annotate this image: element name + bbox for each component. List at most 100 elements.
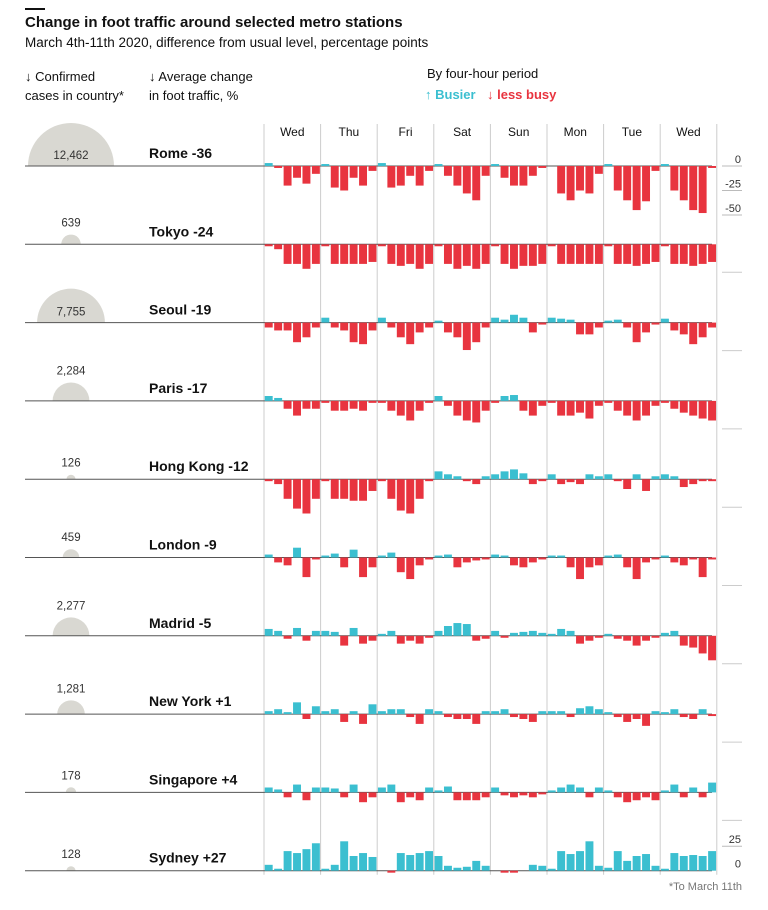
traffic-bar	[359, 166, 368, 186]
traffic-bar	[689, 166, 698, 211]
traffic-bar	[538, 632, 547, 636]
traffic-bar	[264, 554, 273, 558]
traffic-bar	[396, 853, 405, 871]
traffic-bar	[274, 166, 283, 168]
cases-semicircle	[66, 474, 76, 480]
traffic-bar	[594, 865, 603, 871]
traffic-bar	[425, 635, 434, 638]
traffic-bar	[425, 166, 434, 171]
traffic-bar	[453, 792, 462, 801]
traffic-bar	[481, 557, 490, 560]
traffic-bar	[613, 792, 622, 798]
traffic-bar	[330, 479, 339, 499]
traffic-bar	[632, 244, 641, 266]
traffic-bar	[415, 792, 424, 801]
traffic-bar	[604, 400, 613, 403]
traffic-bar	[330, 400, 339, 411]
traffic-bar	[340, 635, 349, 646]
traffic-bar	[406, 322, 415, 345]
traffic-bar	[491, 400, 500, 403]
traffic-bar	[613, 635, 622, 639]
traffic-bar	[264, 864, 273, 871]
traffic-bar	[651, 166, 660, 171]
traffic-bar	[557, 851, 566, 871]
traffic-bar	[576, 708, 584, 715]
traffic-bar	[632, 635, 641, 646]
traffic-bar	[302, 714, 311, 719]
traffic-bar	[538, 557, 547, 560]
traffic-bar	[708, 244, 717, 262]
traffic-bar	[604, 474, 613, 480]
traffic-bar	[698, 709, 707, 715]
legend-less-busy: ↓ less busy	[487, 87, 557, 102]
traffic-bar	[321, 400, 330, 403]
traffic-bar	[576, 322, 584, 335]
traffic-bar	[368, 244, 377, 262]
city-label: Seoul -19	[149, 302, 211, 318]
traffic-bar	[283, 712, 292, 715]
traffic-bar	[576, 400, 584, 413]
traffic-bar	[623, 166, 632, 201]
traffic-bar	[689, 714, 698, 719]
cases-label: 7,755	[57, 307, 86, 319]
traffic-bar	[528, 792, 537, 798]
traffic-bar	[349, 627, 358, 636]
traffic-bar	[519, 714, 528, 719]
traffic-bar	[547, 711, 556, 715]
traffic-bar	[453, 557, 462, 568]
traffic-bar	[264, 244, 273, 247]
traffic-bar	[453, 400, 462, 416]
traffic-bar	[679, 635, 688, 646]
day-label: Wed	[676, 125, 700, 139]
traffic-bar	[349, 322, 358, 343]
traffic-bar	[443, 400, 452, 406]
traffic-bar	[547, 317, 556, 323]
traffic-bar	[434, 164, 443, 166]
traffic-bar	[576, 479, 584, 485]
traffic-bar	[613, 851, 622, 871]
traffic-bar	[698, 479, 707, 482]
traffic-bar	[708, 782, 717, 793]
traffic-bar	[377, 787, 386, 793]
traffic-bar	[670, 557, 679, 563]
traffic-bar	[302, 792, 311, 801]
traffic-bar	[642, 854, 651, 871]
traffic-bar	[566, 319, 575, 323]
traffic-bar	[528, 714, 537, 722]
traffic-bar	[519, 166, 528, 186]
traffic-bar	[594, 244, 603, 264]
traffic-bar	[425, 244, 434, 264]
traffic-bar	[670, 630, 679, 636]
traffic-bar	[708, 400, 717, 421]
traffic-bar	[679, 400, 688, 413]
traffic-bar	[547, 400, 556, 403]
traffic-bar	[566, 784, 575, 793]
traffic-bar	[491, 317, 500, 323]
traffic-bar	[642, 557, 651, 563]
traffic-bar	[274, 557, 283, 563]
city-label: London -9	[149, 537, 217, 553]
traffic-bar	[415, 479, 424, 499]
traffic-bar	[302, 400, 311, 409]
traffic-bar	[472, 714, 481, 724]
traffic-bar	[623, 714, 632, 722]
traffic-bar	[585, 792, 594, 798]
cases-label: 126	[61, 458, 80, 470]
city-label: New York +1	[149, 693, 232, 709]
traffic-bar	[406, 400, 415, 421]
traffic-bar	[660, 632, 669, 636]
traffic-bar	[453, 623, 462, 636]
traffic-bar	[462, 166, 471, 194]
traffic-bar	[613, 244, 622, 264]
traffic-bar	[698, 856, 707, 871]
traffic-bar	[283, 792, 292, 798]
traffic-bar	[708, 635, 717, 661]
traffic-bar	[510, 632, 518, 636]
cases-semicircle	[65, 787, 77, 793]
traffic-bar	[377, 479, 386, 482]
traffic-bar	[472, 860, 481, 871]
traffic-bar	[434, 555, 443, 558]
traffic-bar	[359, 479, 368, 501]
traffic-bar	[434, 244, 443, 247]
traffic-bar	[377, 400, 386, 403]
